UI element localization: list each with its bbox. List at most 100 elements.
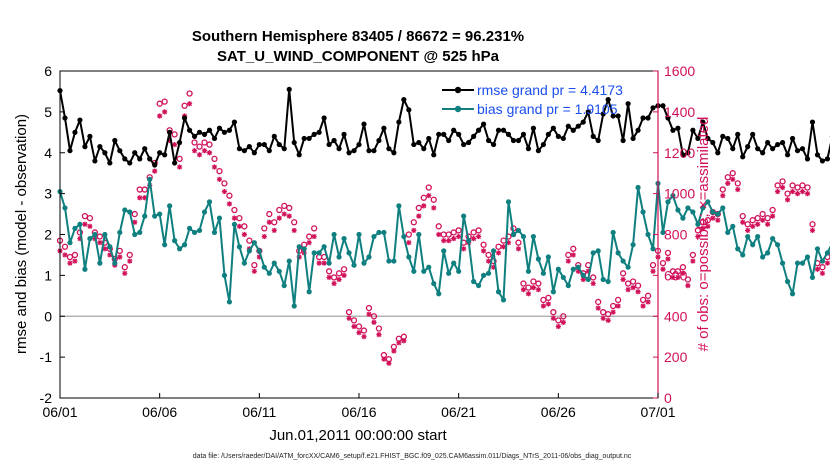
obs-possible-point	[121, 264, 128, 271]
bias-point	[147, 176, 153, 182]
rmse-point	[117, 148, 123, 154]
bias-point	[466, 238, 472, 244]
rmse-point	[271, 133, 277, 139]
bias-point	[266, 270, 272, 276]
obs-possible-point	[96, 233, 104, 240]
rmse-point	[301, 135, 307, 142]
bias-point	[406, 254, 412, 260]
obs-possible-point	[251, 262, 258, 269]
obs-assimilated-point	[401, 338, 407, 344]
obs-possible-point	[739, 212, 746, 220]
bias-point	[456, 268, 462, 274]
bias-point	[226, 299, 233, 305]
rmse-point	[306, 135, 312, 142]
bias-point	[436, 291, 442, 297]
bias-point	[281, 282, 287, 289]
y-left-tick-label: 5	[44, 104, 52, 120]
obs-assimilated-point	[206, 150, 213, 156]
bias-point	[615, 250, 621, 256]
bias-point	[735, 246, 741, 252]
rmse-point	[376, 137, 382, 144]
rmse-point	[421, 146, 427, 152]
rmse-point	[665, 115, 671, 121]
obs-possible-point	[470, 229, 477, 236]
obs-assimilated-point	[600, 315, 606, 321]
obs-assimilated-point	[565, 258, 571, 264]
legend-bias-marker	[454, 105, 462, 113]
rmse-point	[251, 150, 257, 156]
chart-title: Southern Hemisphere 83405 / 86672 = 96.2…	[192, 28, 524, 45]
rmse-point	[625, 101, 631, 107]
rmse-point	[560, 135, 566, 142]
obs-assimilated-point	[456, 233, 462, 240]
obs-assimilated-point	[326, 274, 332, 281]
obs-assimilated-point	[789, 188, 796, 195]
bias-point	[411, 268, 417, 274]
rmse-point	[177, 139, 183, 146]
obs-possible-point	[196, 143, 203, 150]
rmse-point	[127, 160, 133, 166]
rmse-point	[152, 162, 158, 168]
obs-possible-point	[684, 276, 692, 283]
bias-point	[132, 231, 138, 238]
bias-point	[804, 254, 811, 260]
bias-point	[730, 223, 736, 229]
bias-point	[142, 213, 148, 219]
bias-point	[670, 193, 676, 199]
obs-assimilated-point	[750, 223, 756, 229]
obs-assimilated-point	[635, 289, 641, 295]
bias-point	[750, 242, 756, 248]
rmse-series	[57, 86, 830, 168]
bias-point	[137, 229, 143, 236]
y-axis-left-label: rmse and bias (model - observation)	[13, 114, 30, 354]
obs-assimilated-point	[386, 360, 392, 366]
obs-assimilated-point	[590, 280, 596, 287]
rmse-point	[296, 152, 302, 158]
obs-assimilated-point	[765, 221, 771, 227]
obs-assimilated-point	[650, 268, 656, 274]
rmse-point	[461, 141, 467, 148]
y-left-tick-label: 0	[44, 308, 52, 324]
rmse-point	[346, 150, 352, 156]
obs-possible-point	[540, 296, 547, 304]
bias-point	[495, 289, 502, 295]
obs-possible-point	[325, 268, 333, 275]
bias-point	[705, 199, 711, 205]
rmse-point	[356, 141, 362, 148]
obs-assimilated-point	[640, 303, 646, 309]
rmse-point	[97, 144, 103, 150]
rmse-point	[580, 119, 586, 125]
obs-possible-point	[644, 292, 652, 299]
obs-assimilated-point	[191, 148, 198, 154]
obs-possible-point	[794, 184, 801, 191]
bias-point	[291, 303, 297, 309]
obs-assimilated-point	[142, 195, 148, 201]
obs-assimilated-point	[675, 274, 681, 281]
bias-point	[246, 248, 252, 254]
bias-point	[211, 229, 218, 236]
rmse-point	[480, 121, 487, 127]
obs-possible-point	[216, 167, 223, 175]
bias-point	[645, 231, 651, 238]
bias-point	[824, 250, 830, 256]
bias-point	[784, 278, 791, 285]
obs-assimilated-point	[411, 227, 417, 234]
y-left-tick-label: 6	[44, 63, 52, 79]
rmse-point	[401, 97, 407, 103]
bias-point	[127, 209, 133, 215]
bias-point	[500, 297, 507, 303]
axes: -2 -1 0 1 2 3 4 5 6 0 200 400 600 800 1000 1200 1400 1600…	[40, 63, 696, 420]
obs-possible-point	[729, 170, 736, 177]
obs-possible-point	[774, 182, 781, 189]
y-left-tick-label: 1	[44, 267, 52, 283]
rmse-point	[181, 115, 188, 121]
bias-point	[186, 225, 193, 231]
obs-possible-point	[659, 259, 667, 267]
obs-assimilated-point	[271, 227, 277, 234]
obs-assimilated-point	[555, 323, 561, 330]
obs-possible-point	[590, 274, 597, 281]
obs-assimilated-point	[62, 252, 68, 258]
obs-possible-point	[480, 241, 487, 248]
obs-possible-point	[664, 249, 672, 257]
rmse-point	[381, 125, 387, 131]
